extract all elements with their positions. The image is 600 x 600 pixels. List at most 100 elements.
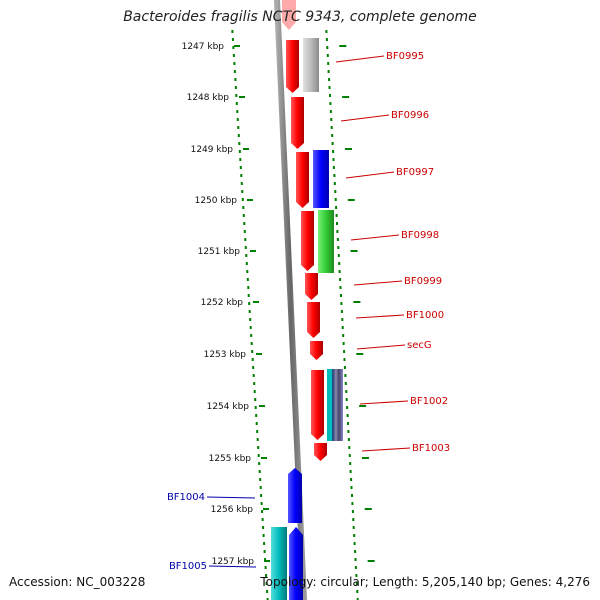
tick-dot <box>235 102 238 105</box>
tick-dot <box>350 478 353 481</box>
tick-dot <box>238 142 241 145</box>
tick-dot <box>333 174 336 177</box>
tick-dot <box>325 38 328 41</box>
ruler-label: 1253 kbp <box>204 350 247 360</box>
tick-dot <box>248 302 251 305</box>
gene-label: BF1004 <box>167 492 205 503</box>
tick-dot <box>346 414 349 417</box>
tick-dot <box>249 326 252 329</box>
tick-dot <box>251 350 254 353</box>
ruler-label: 1250 kbp <box>195 196 238 206</box>
ruler-tick <box>247 199 253 201</box>
tick-dot <box>344 382 347 385</box>
tick-dot <box>243 222 246 225</box>
tick-dot <box>252 366 255 369</box>
tick-dot <box>241 198 244 201</box>
tick-dot <box>242 214 245 217</box>
ruler-tick <box>259 405 265 407</box>
tick-dot <box>253 382 256 385</box>
ruler-tick-right <box>347 199 355 201</box>
tick-dot <box>341 318 344 321</box>
tick-dot <box>352 518 355 521</box>
tick-dot <box>331 142 334 145</box>
tick-dot <box>259 486 262 489</box>
ruler-label: 1249 kbp <box>191 145 234 155</box>
tick-dot <box>261 518 264 521</box>
tick-dot <box>332 158 335 161</box>
label-leader <box>345 171 395 179</box>
tick-dot <box>326 46 329 49</box>
tick-dot <box>333 182 336 185</box>
ruler-tick <box>243 148 249 150</box>
tick-dot <box>352 526 355 529</box>
gene-arrow-forward <box>282 0 296 30</box>
accession-text: Accession: NC_003228 <box>9 575 146 589</box>
ruler-label: 1251 kbp <box>198 247 241 257</box>
topology-text: Topology: circular; Length: 5,205,140 bp… <box>260 575 590 589</box>
tick-dot <box>356 598 359 600</box>
tick-dot <box>256 430 259 433</box>
tick-dot <box>347 438 350 441</box>
tick-dot <box>266 598 269 600</box>
tick-dot <box>343 358 346 361</box>
tick-dot <box>236 110 239 113</box>
ruler-tick-right <box>356 353 364 355</box>
ruler-label: 1252 kbp <box>201 298 244 308</box>
ruler-tick <box>234 45 240 47</box>
label-leader <box>355 314 405 319</box>
ruler-tick-right <box>364 508 372 510</box>
tick-dot <box>263 550 266 553</box>
tick-dot <box>329 110 332 113</box>
tick-dot <box>353 542 356 545</box>
tick-dot <box>336 238 339 241</box>
ruler-tick-right <box>361 457 369 459</box>
tick-dot <box>241 190 244 193</box>
gene-label: BF1000 <box>406 310 444 321</box>
tick-dot <box>258 462 261 465</box>
tick-dot <box>335 206 338 209</box>
tick-dot <box>350 486 353 489</box>
ruler-tick <box>253 301 259 303</box>
tick-dot <box>337 246 340 249</box>
tick-dot <box>236 118 239 121</box>
gene-label: secG <box>407 340 432 351</box>
tick-dot <box>257 446 260 449</box>
tick-dot <box>332 166 335 169</box>
tick-dot <box>355 574 358 577</box>
tick-dot <box>348 454 351 457</box>
tick-dot <box>329 102 332 105</box>
tick-dot <box>355 582 358 585</box>
tick-dot <box>351 502 354 505</box>
tick-dot <box>233 62 236 65</box>
ruler-tick <box>239 96 245 98</box>
ruler-tick <box>264 560 270 562</box>
label-leader <box>335 55 385 63</box>
ruler-tick-right <box>359 405 367 407</box>
tick-dot <box>331 134 334 137</box>
tick-dot <box>264 566 267 569</box>
tick-dot <box>351 510 354 513</box>
ruler-label: 1254 kbp <box>207 402 250 412</box>
gene-bf1005 <box>271 527 287 600</box>
gene-track <box>271 0 343 600</box>
gene-arrow-forward <box>301 211 314 271</box>
tick-dot <box>334 190 337 193</box>
gene-arrow-forward <box>311 370 324 440</box>
gene-arrow-forward <box>314 443 327 461</box>
gene-arrow-forward <box>289 527 303 600</box>
tick-dot <box>340 294 342 297</box>
ruler-tick-right <box>342 96 350 98</box>
tick-dot <box>348 446 351 449</box>
label-leader <box>356 344 406 350</box>
kbp-ruler: 1247 kbp 1248 kbp 1249 kbp 1250 kbp 1251 kbp… <box>182 42 375 567</box>
gene-arrow-forward <box>286 40 299 93</box>
tick-dot <box>345 398 348 401</box>
tick-dot <box>244 246 247 249</box>
tick-dot <box>246 270 249 273</box>
tick-dot <box>326 54 329 57</box>
ruler-label: 1255 kbp <box>209 454 252 464</box>
gene-label: BF0996 <box>391 110 429 121</box>
ruler-tick <box>250 250 256 252</box>
ruler-label: 1256 kbp <box>211 505 254 515</box>
